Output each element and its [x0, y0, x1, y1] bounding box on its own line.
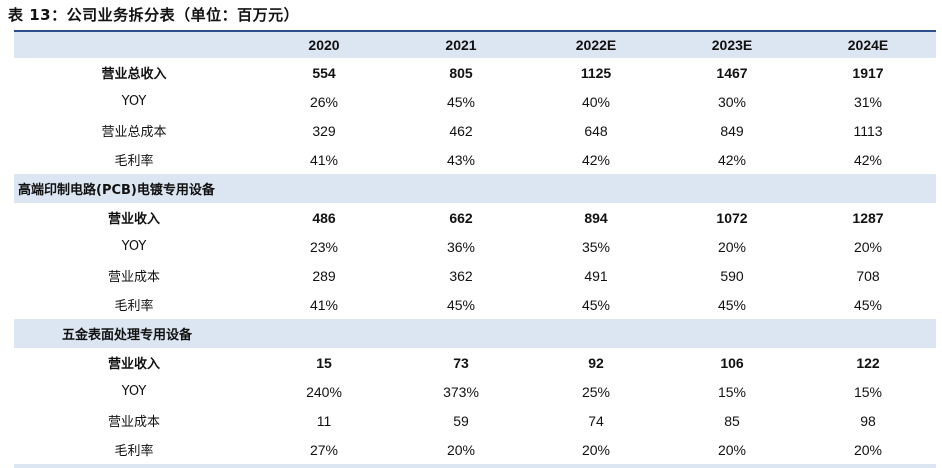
row-label: 营业收入 [107, 357, 160, 372]
table-cell: 98 [860, 412, 876, 429]
row-label: YOY [121, 94, 147, 109]
table-cell: 45% [853, 296, 883, 313]
table-cell: 362 [449, 267, 473, 284]
table-cell: 74 [588, 412, 604, 429]
table-cell: 894 [584, 209, 608, 226]
section-header-row: 高端印制电路(PCB)电镀专用设备 [14, 174, 936, 203]
table-cell: 122 [856, 354, 880, 371]
table-cell: 41% [309, 151, 339, 168]
table-cell: 11 [316, 412, 332, 429]
table-cell: 662 [449, 209, 473, 226]
header-cell: 2020 [254, 32, 394, 58]
header-cell: 2021 [394, 32, 528, 58]
table-cell: 85 [724, 412, 740, 429]
table-cell: 45% [717, 296, 747, 313]
table-row: 营业总收入 554 805 1125 1467 1917 [14, 58, 936, 87]
table-cell: 42% [717, 151, 747, 168]
table-cell: 240% [306, 383, 342, 400]
section-title: 五金表面处理专用设备 [14, 319, 936, 348]
header-row: 2020 2021 2022E 2023E 2024E [14, 32, 936, 58]
header-cell: 2023E [664, 32, 800, 58]
table-row: 毛利率 41% 43% 42% 42% 42% [14, 145, 936, 174]
top-rule [14, 30, 936, 32]
table-cell: 35% [581, 238, 611, 255]
table-cell: 849 [720, 122, 744, 139]
table-cell: 590 [720, 267, 744, 284]
table-cell: 20% [446, 441, 476, 458]
section-header-row: 五金表面处理专用设备 [14, 319, 936, 348]
table-cell: 106 [720, 354, 744, 371]
table-cell: 15 [316, 354, 332, 371]
table-cell: 289 [312, 267, 336, 284]
table-row: 营业成本 11 59 74 85 98 [14, 406, 936, 435]
row-label: 营业收入 [107, 212, 160, 227]
table-cell: 15% [717, 383, 747, 400]
table-cell: 42% [853, 151, 883, 168]
table-cell: 92 [588, 354, 604, 371]
table-row: 毛利率 41% 45% 45% 45% 45% [14, 290, 936, 319]
table-row: 营业收入 486 662 894 1072 1287 [14, 203, 936, 232]
header-cell: 2022E [528, 32, 664, 58]
table-row: YOY 240% 373% 25% 15% 15% [14, 377, 936, 406]
table-cell: 25% [581, 383, 611, 400]
table-cell: 40% [581, 93, 611, 110]
table-cell: 554 [312, 64, 336, 81]
bottom-band [14, 464, 936, 468]
table-cell: 648 [584, 122, 608, 139]
table-title: 表 13：公司业务拆分表（单位：百万元） [8, 6, 300, 24]
table-cell: 1467 [716, 64, 748, 81]
business-breakdown-table: 2020 2021 2022E 2023E 2024E 营业总收入 554 805 1… [14, 32, 936, 464]
table-cell: 20% [581, 441, 611, 458]
table-cell: 20% [717, 441, 747, 458]
row-label: YOY [121, 239, 147, 254]
table-row: YOY 23% 36% 35% 20% 20% [14, 232, 936, 261]
row-label: YOY [121, 384, 147, 399]
table-cell: 491 [584, 267, 608, 284]
row-label: 毛利率 [114, 444, 154, 459]
table-cell: 31% [853, 93, 883, 110]
table-cell: 462 [449, 122, 473, 139]
table-cell: 41% [309, 296, 339, 313]
table-cell: 805 [449, 64, 473, 81]
table-cell: 15% [853, 383, 883, 400]
header-cell: 2024E [800, 32, 936, 58]
table-cell: 23% [309, 238, 339, 255]
table-cell: 45% [446, 296, 476, 313]
table-cell: 42% [581, 151, 611, 168]
header-cell [14, 32, 254, 58]
table-cell: 26% [309, 93, 339, 110]
table-cell: 59 [453, 412, 469, 429]
table-cell: 45% [581, 296, 611, 313]
table-cell: 73 [453, 354, 469, 371]
row-label: 营业成本 [107, 415, 160, 430]
table-row: 营业成本 289 362 491 590 708 [14, 261, 936, 290]
table-row: YOY 26% 45% 40% 30% 31% [14, 87, 936, 116]
table-cell: 30% [717, 93, 747, 110]
table-cell: 20% [717, 238, 747, 255]
table-cell: 45% [446, 93, 476, 110]
section-title: 高端印制电路(PCB)电镀专用设备 [14, 174, 936, 203]
table-row: 营业收入 15 73 92 106 122 [14, 348, 936, 377]
table-cell: 43% [446, 151, 476, 168]
table-cell: 20% [853, 441, 883, 458]
table-cell: 27% [309, 441, 339, 458]
row-label: 营业成本 [107, 270, 160, 285]
table-cell: 1917 [852, 64, 884, 81]
table-row: 营业总成本 329 462 648 849 1113 [14, 116, 936, 145]
table-row: 毛利率 27% 20% 20% 20% 20% [14, 435, 936, 464]
table-cell: 329 [312, 122, 336, 139]
table-cell: 1113 [853, 122, 883, 139]
table-cell: 1072 [716, 209, 748, 226]
row-label: 营业总成本 [101, 125, 167, 140]
row-label: 营业总收入 [101, 67, 167, 82]
table-cell: 486 [312, 209, 336, 226]
table-cell: 708 [856, 267, 880, 284]
row-label: 毛利率 [114, 154, 154, 169]
table-cell: 20% [853, 238, 883, 255]
table-cell: 373% [443, 383, 479, 400]
table-cell: 1125 [580, 64, 612, 81]
table-cell: 36% [446, 238, 476, 255]
row-label: 毛利率 [114, 299, 154, 314]
table-cell: 1287 [852, 209, 884, 226]
